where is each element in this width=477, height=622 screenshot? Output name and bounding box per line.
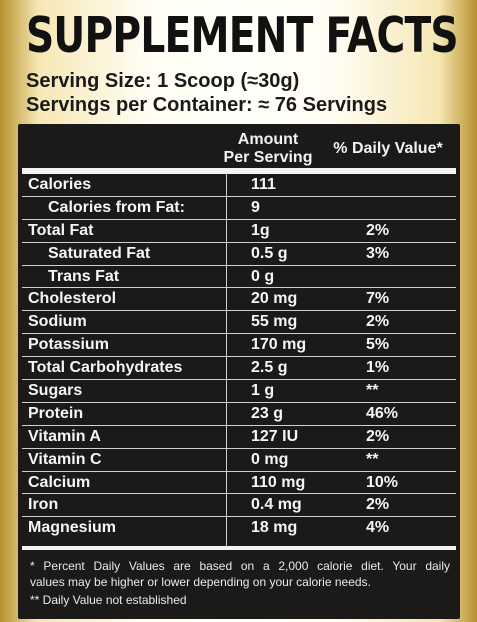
bottom-divider [22, 546, 456, 550]
column-divider [226, 174, 227, 546]
nutrient-daily-value: 7% [366, 290, 390, 308]
nutrient-amount: 0.4 mg [251, 496, 302, 514]
table-row: Cholesterol 20 mg 7% [22, 288, 456, 312]
nutrient-amount: 0 mg [251, 450, 289, 468]
table-row: Sugars 1 g ** [22, 380, 456, 403]
nutrient-daily-value: 10% [366, 473, 399, 491]
nutrient-amount: 55 mg [251, 313, 298, 331]
nutrient-label: Vitamin C [28, 450, 102, 468]
nutrient-label: Magnesium [28, 519, 117, 537]
nutrient-label: Sugars [28, 382, 83, 400]
page-title: SUPPLEMENT FACTS [26, 7, 459, 64]
nutrient-label: Saturated Fat [48, 244, 151, 262]
nutrient-label: Calories [28, 176, 92, 193]
table-row: Magnesium 18 mg 4% [22, 517, 456, 540]
nutrient-label: Potassium [28, 336, 109, 354]
nutrient-label: Iron [28, 496, 59, 514]
nutrient-daily-value: 2% [366, 496, 390, 514]
table-row: Iron 0.4 mg 2% [22, 494, 456, 518]
nutrient-daily-value: 1% [366, 359, 390, 377]
nutrient-amount: 0.5 g [251, 244, 288, 262]
table-row: Calories from Fat: 9 [22, 197, 456, 220]
nutrient-amount: 2.5 g [251, 359, 288, 377]
nutrient-daily-value: 2% [366, 427, 390, 445]
amount-header-line2: Per Serving [223, 149, 313, 166]
nutrient-amount: 170 mg [251, 336, 307, 354]
footnote-daily-values: * Percent Daily Values are based on a 2,… [30, 559, 450, 573]
nutrient-label: Trans Fat [48, 267, 120, 285]
table-row: Protein 23 g 46% [22, 403, 456, 426]
nutrient-label: Vitamin A [28, 427, 101, 445]
nutrient-label: Calcium [28, 473, 91, 491]
table-row: Vitamin C 0 mg ** [22, 449, 456, 472]
servings-per-container: Servings per Container: ≈ 76 Servings [26, 94, 388, 116]
nutrient-table: Calories 111 Calories from Fat: 9 Total Fat 1… [22, 174, 456, 540]
nutrient-label: Cholesterol [28, 290, 117, 308]
nutrient-amount: 127 IU [251, 427, 299, 445]
table-row: Trans Fat 0 g [22, 266, 456, 289]
nutrient-daily-value: 46% [366, 404, 399, 422]
nutrient-daily-value: 4% [366, 519, 390, 537]
nutrient-amount: 18 mg [251, 519, 298, 537]
facts-panel: Amount Per Serving % Daily Value* Calori… [18, 124, 460, 619]
nutrient-label: Protein [28, 404, 84, 422]
nutrient-amount: 23 g [251, 404, 284, 422]
table-row: Calories 111 [22, 174, 456, 197]
amount-header-line1: Amount [237, 131, 299, 148]
top-divider [22, 168, 456, 174]
table-row: Potassium 170 mg 5% [22, 334, 456, 358]
table-row: Saturated Fat 0.5 g 3% [22, 243, 456, 266]
nutrient-amount: 1g [251, 221, 270, 239]
nutrient-amount: 1 g [251, 382, 275, 400]
nutrient-label: Total Carbohydrates [28, 359, 183, 377]
serving-size: Serving Size: 1 Scoop (≈30g) [26, 70, 300, 92]
nutrient-daily-value: 2% [366, 313, 390, 331]
nutrient-amount: 110 mg [251, 473, 306, 491]
nutrient-daily-value: 3% [366, 244, 390, 262]
nutrient-amount: 9 [251, 198, 260, 216]
nutrient-amount: 20 mg [251, 290, 298, 308]
footnote-not-established: ** Daily Value not established [30, 593, 187, 607]
nutrient-amount: 111 [251, 176, 276, 193]
table-row: Total Fat 1g 2% [22, 220, 456, 243]
nutrient-label: Calories from Fat: [48, 198, 185, 216]
table-row: Total Carbohydrates 2.5 g 1% [22, 357, 456, 381]
daily-value-header: % Daily Value* [333, 140, 443, 157]
table-row: Sodium 55 mg 2% [22, 311, 456, 335]
nutrient-amount: 0 g [251, 267, 275, 285]
footnote-calorie-needs: values may be higher or lower depending … [30, 575, 371, 589]
amount-per-serving-header: Amount Per Serving [208, 131, 328, 167]
table-row: Calcium 110 mg 10% [22, 472, 456, 495]
nutrient-label: Total Fat [28, 221, 94, 239]
table-row: Vitamin A 127 IU 2% [22, 426, 456, 449]
nutrient-daily-value: 2% [366, 221, 390, 239]
nutrient-daily-value: 5% [366, 336, 390, 354]
nutrient-daily-value: ** [366, 382, 379, 400]
nutrient-label: Sodium [28, 313, 87, 331]
nutrient-daily-value: ** [366, 450, 379, 468]
